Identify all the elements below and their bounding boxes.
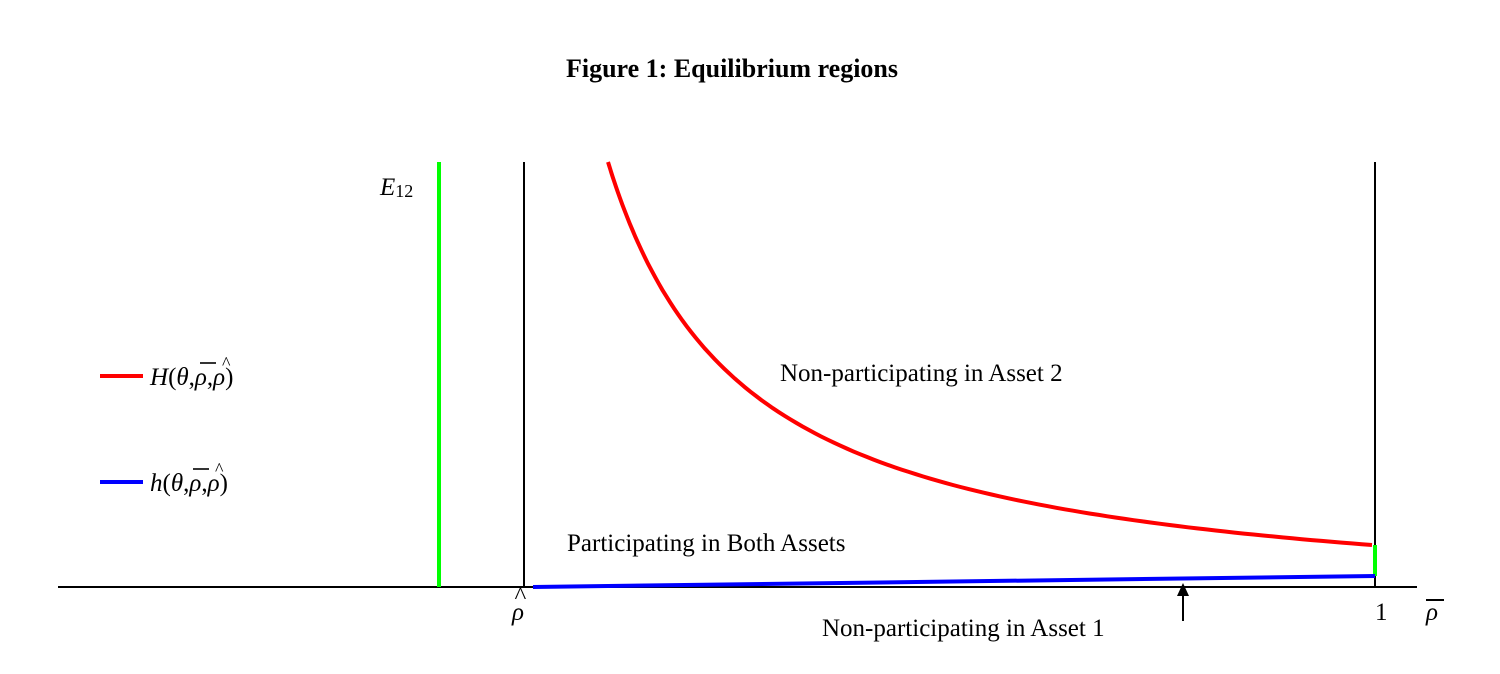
region-participating-both: Participating in Both Assets — [567, 530, 845, 557]
region-nonparticipating-asset1: Non-participating in Asset 1 — [822, 615, 1105, 642]
rho-hat-tick-label: ρ ^ — [511, 583, 526, 626]
region-nonparticipating-asset2: Non-participating in Asset 2 — [780, 360, 1063, 387]
legend: H(θ,ρ,ρ) ^ h(θ,ρ,ρ) ^ — [100, 353, 234, 497]
legend-label-h: h(θ,ρ,ρ) — [150, 470, 228, 497]
e12-label: E12 — [379, 174, 413, 201]
legend-item-h: h(θ,ρ,ρ) ^ — [100, 459, 228, 497]
svg-text:^: ^ — [514, 583, 526, 610]
one-tick-label: 1 — [1375, 599, 1388, 626]
legend-label-H: H(θ,ρ,ρ) — [149, 364, 234, 391]
rho-bar-axis-label: ρ — [1425, 599, 1444, 626]
legend-item-H: H(θ,ρ,ρ) ^ — [100, 353, 234, 391]
svg-text:^: ^ — [222, 353, 231, 373]
h-curve — [532, 574, 1376, 589]
svg-text:^: ^ — [215, 459, 224, 479]
H-curve — [606, 161, 1373, 547]
figure-title: Figure 1: Equilibrium regions — [566, 54, 898, 83]
svg-text:ρ: ρ — [511, 599, 524, 626]
svg-text:ρ: ρ — [1425, 599, 1438, 626]
arrow-head — [1177, 583, 1189, 596]
